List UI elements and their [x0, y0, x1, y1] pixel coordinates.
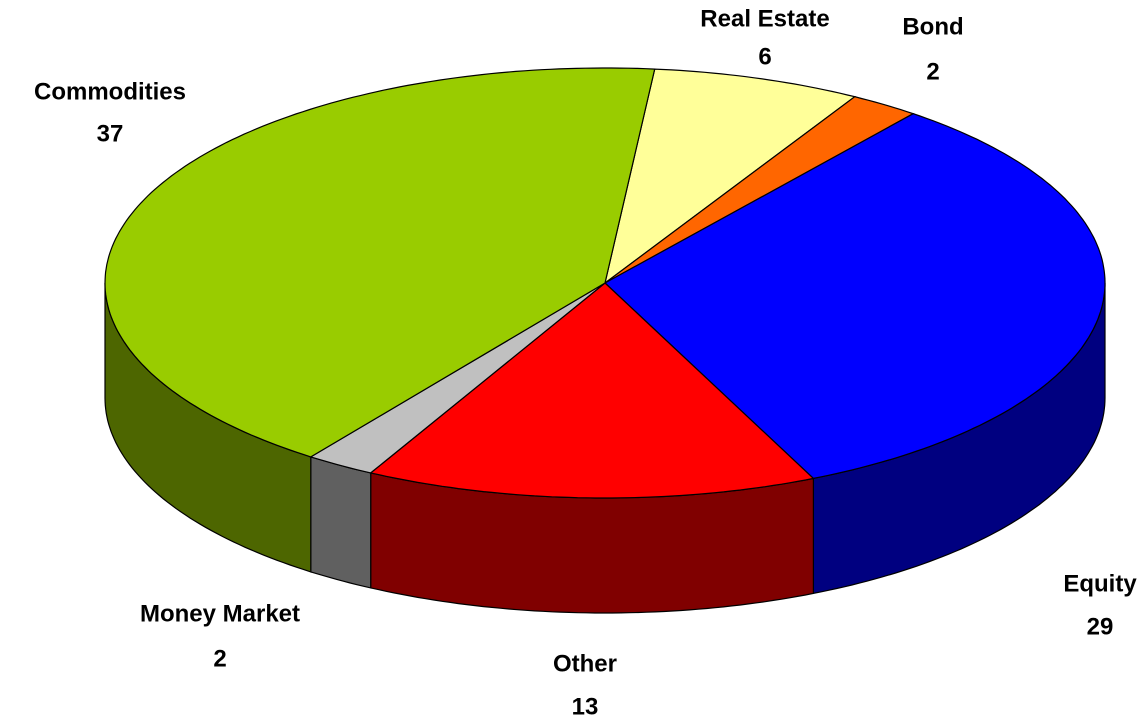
slice-label: Bond	[902, 13, 963, 40]
slice-value: 2	[213, 645, 226, 672]
slice-value: 37	[97, 120, 124, 147]
slice-label: Commodities	[34, 78, 186, 105]
slice-value: 13	[572, 693, 599, 720]
slice	[369, 282, 815, 499]
slice	[603, 113, 1106, 480]
slice-side	[310, 456, 372, 589]
slice-label: Real Estate	[700, 5, 829, 32]
slice	[604, 96, 915, 284]
slice-label: Equity	[1063, 570, 1137, 597]
slice	[604, 68, 857, 285]
slice-value: 29	[1087, 613, 1114, 640]
slice	[104, 67, 656, 458]
slice-value: 6	[758, 43, 771, 70]
slice-label: Money Market	[140, 600, 300, 627]
slice-value: 2	[926, 58, 939, 85]
slice-label: Other	[553, 650, 617, 677]
slice	[309, 282, 606, 474]
